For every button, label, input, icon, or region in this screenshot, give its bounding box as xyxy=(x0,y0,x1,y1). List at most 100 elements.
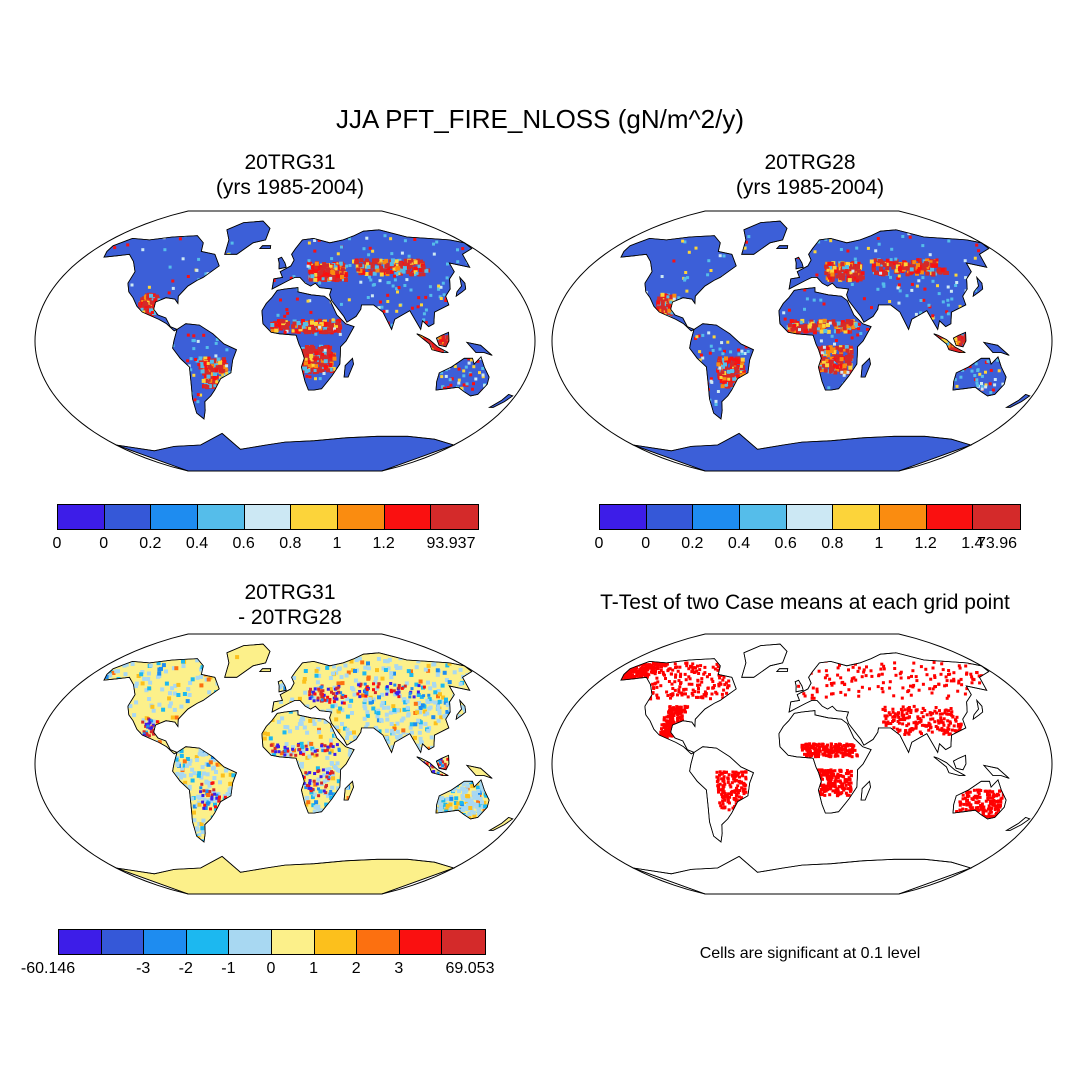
grid-cell xyxy=(84,266,87,269)
grid-cell xyxy=(319,812,324,817)
grid-cell xyxy=(314,265,319,270)
grid-cell xyxy=(126,692,131,697)
grid-cell xyxy=(264,775,269,780)
grid-cell xyxy=(358,684,362,688)
grid-cell xyxy=(420,303,423,307)
grid-cell xyxy=(344,694,348,698)
grid-cell xyxy=(939,344,944,349)
grid-cell xyxy=(829,359,834,364)
grid-cell xyxy=(408,725,413,730)
grid-cell xyxy=(305,730,310,735)
grid-cell xyxy=(427,394,430,398)
grid-cell xyxy=(85,277,88,280)
grid-cell xyxy=(215,380,219,384)
grid-cell xyxy=(809,319,814,324)
grid-cell xyxy=(104,724,109,729)
grid-cell xyxy=(201,794,205,797)
grid-cell xyxy=(443,657,448,662)
grid-cell xyxy=(470,784,475,789)
grid-cell xyxy=(222,360,227,364)
grid-cell xyxy=(94,732,98,736)
grid-cell xyxy=(944,335,949,339)
grid-cell xyxy=(366,676,371,681)
grid-cell xyxy=(308,781,312,785)
grid-cell xyxy=(850,266,855,271)
grid-cell xyxy=(179,785,184,790)
grid-cell xyxy=(203,364,207,369)
grid-cell xyxy=(387,753,391,758)
grid-cell xyxy=(386,666,391,671)
grid-cell xyxy=(221,357,226,362)
grid-cell xyxy=(147,686,152,691)
grid-cell xyxy=(231,786,236,791)
grid-cell xyxy=(457,367,461,371)
grid-cell xyxy=(444,340,448,345)
grid-cell xyxy=(341,769,346,774)
grid-cell xyxy=(426,337,431,342)
grid-cell xyxy=(728,383,733,388)
grid-cell xyxy=(182,773,187,778)
grid-cell xyxy=(460,808,465,813)
grid-cell xyxy=(129,689,134,694)
grid-cell xyxy=(434,751,439,756)
grid-cell xyxy=(215,796,219,800)
grid-cell xyxy=(331,671,335,676)
grid-cell xyxy=(946,350,951,355)
grid-cell xyxy=(852,676,856,680)
grid-cell xyxy=(963,336,968,341)
grid-cell xyxy=(151,719,156,724)
grid-cell xyxy=(775,351,779,355)
grid-cell xyxy=(205,823,210,828)
grid-cell xyxy=(297,236,301,240)
grid-cell xyxy=(818,350,823,355)
grid-cell xyxy=(787,323,792,328)
map-case2 xyxy=(551,210,1053,472)
grid-cell xyxy=(731,770,735,774)
grid-cell xyxy=(262,731,267,736)
grid-cell xyxy=(324,791,328,795)
grid-cell xyxy=(839,360,844,364)
grid-cell xyxy=(480,800,484,805)
grid-cell xyxy=(326,745,330,749)
grid-cell xyxy=(318,377,322,381)
panel-title-case2-line1: 20TRG28 xyxy=(764,151,856,174)
coastline-africa xyxy=(778,287,872,391)
grid-cell xyxy=(854,322,859,327)
grid-cell xyxy=(325,755,330,760)
grid-cell xyxy=(57,743,61,747)
grid-cell xyxy=(427,334,432,339)
grid-cell xyxy=(484,364,488,368)
grid-cell xyxy=(737,348,741,352)
grid-cell xyxy=(338,261,343,266)
grid-cell xyxy=(232,765,237,770)
grid-cell xyxy=(896,329,900,333)
grid-cell xyxy=(973,309,977,313)
grid-cell xyxy=(750,377,754,381)
grid-cell xyxy=(437,781,442,786)
grid-cell xyxy=(328,363,333,367)
grid-cell xyxy=(107,694,112,698)
grid-cell xyxy=(321,768,325,772)
grid-cell xyxy=(286,801,291,806)
grid-cell xyxy=(149,727,153,731)
grid-cell xyxy=(146,671,151,676)
grid-cell xyxy=(455,814,460,819)
grid-cell xyxy=(462,717,467,721)
grid-cell xyxy=(262,808,267,813)
grid-cell xyxy=(134,700,139,705)
grid-cell xyxy=(178,815,183,820)
grid-cell xyxy=(332,805,337,810)
grid-cell xyxy=(200,826,205,831)
grid-cell xyxy=(199,790,203,794)
grid-cell xyxy=(942,717,946,721)
grid-cell xyxy=(430,814,435,819)
grid-cell xyxy=(325,775,329,779)
grid-cell xyxy=(358,269,363,273)
grid-cell xyxy=(467,796,472,801)
grid-cell xyxy=(164,732,169,737)
grid-cell xyxy=(172,691,177,696)
grid-cell xyxy=(855,279,859,283)
grid-cell xyxy=(460,386,464,390)
grid-cell xyxy=(856,264,860,268)
grid-cell xyxy=(192,373,196,377)
